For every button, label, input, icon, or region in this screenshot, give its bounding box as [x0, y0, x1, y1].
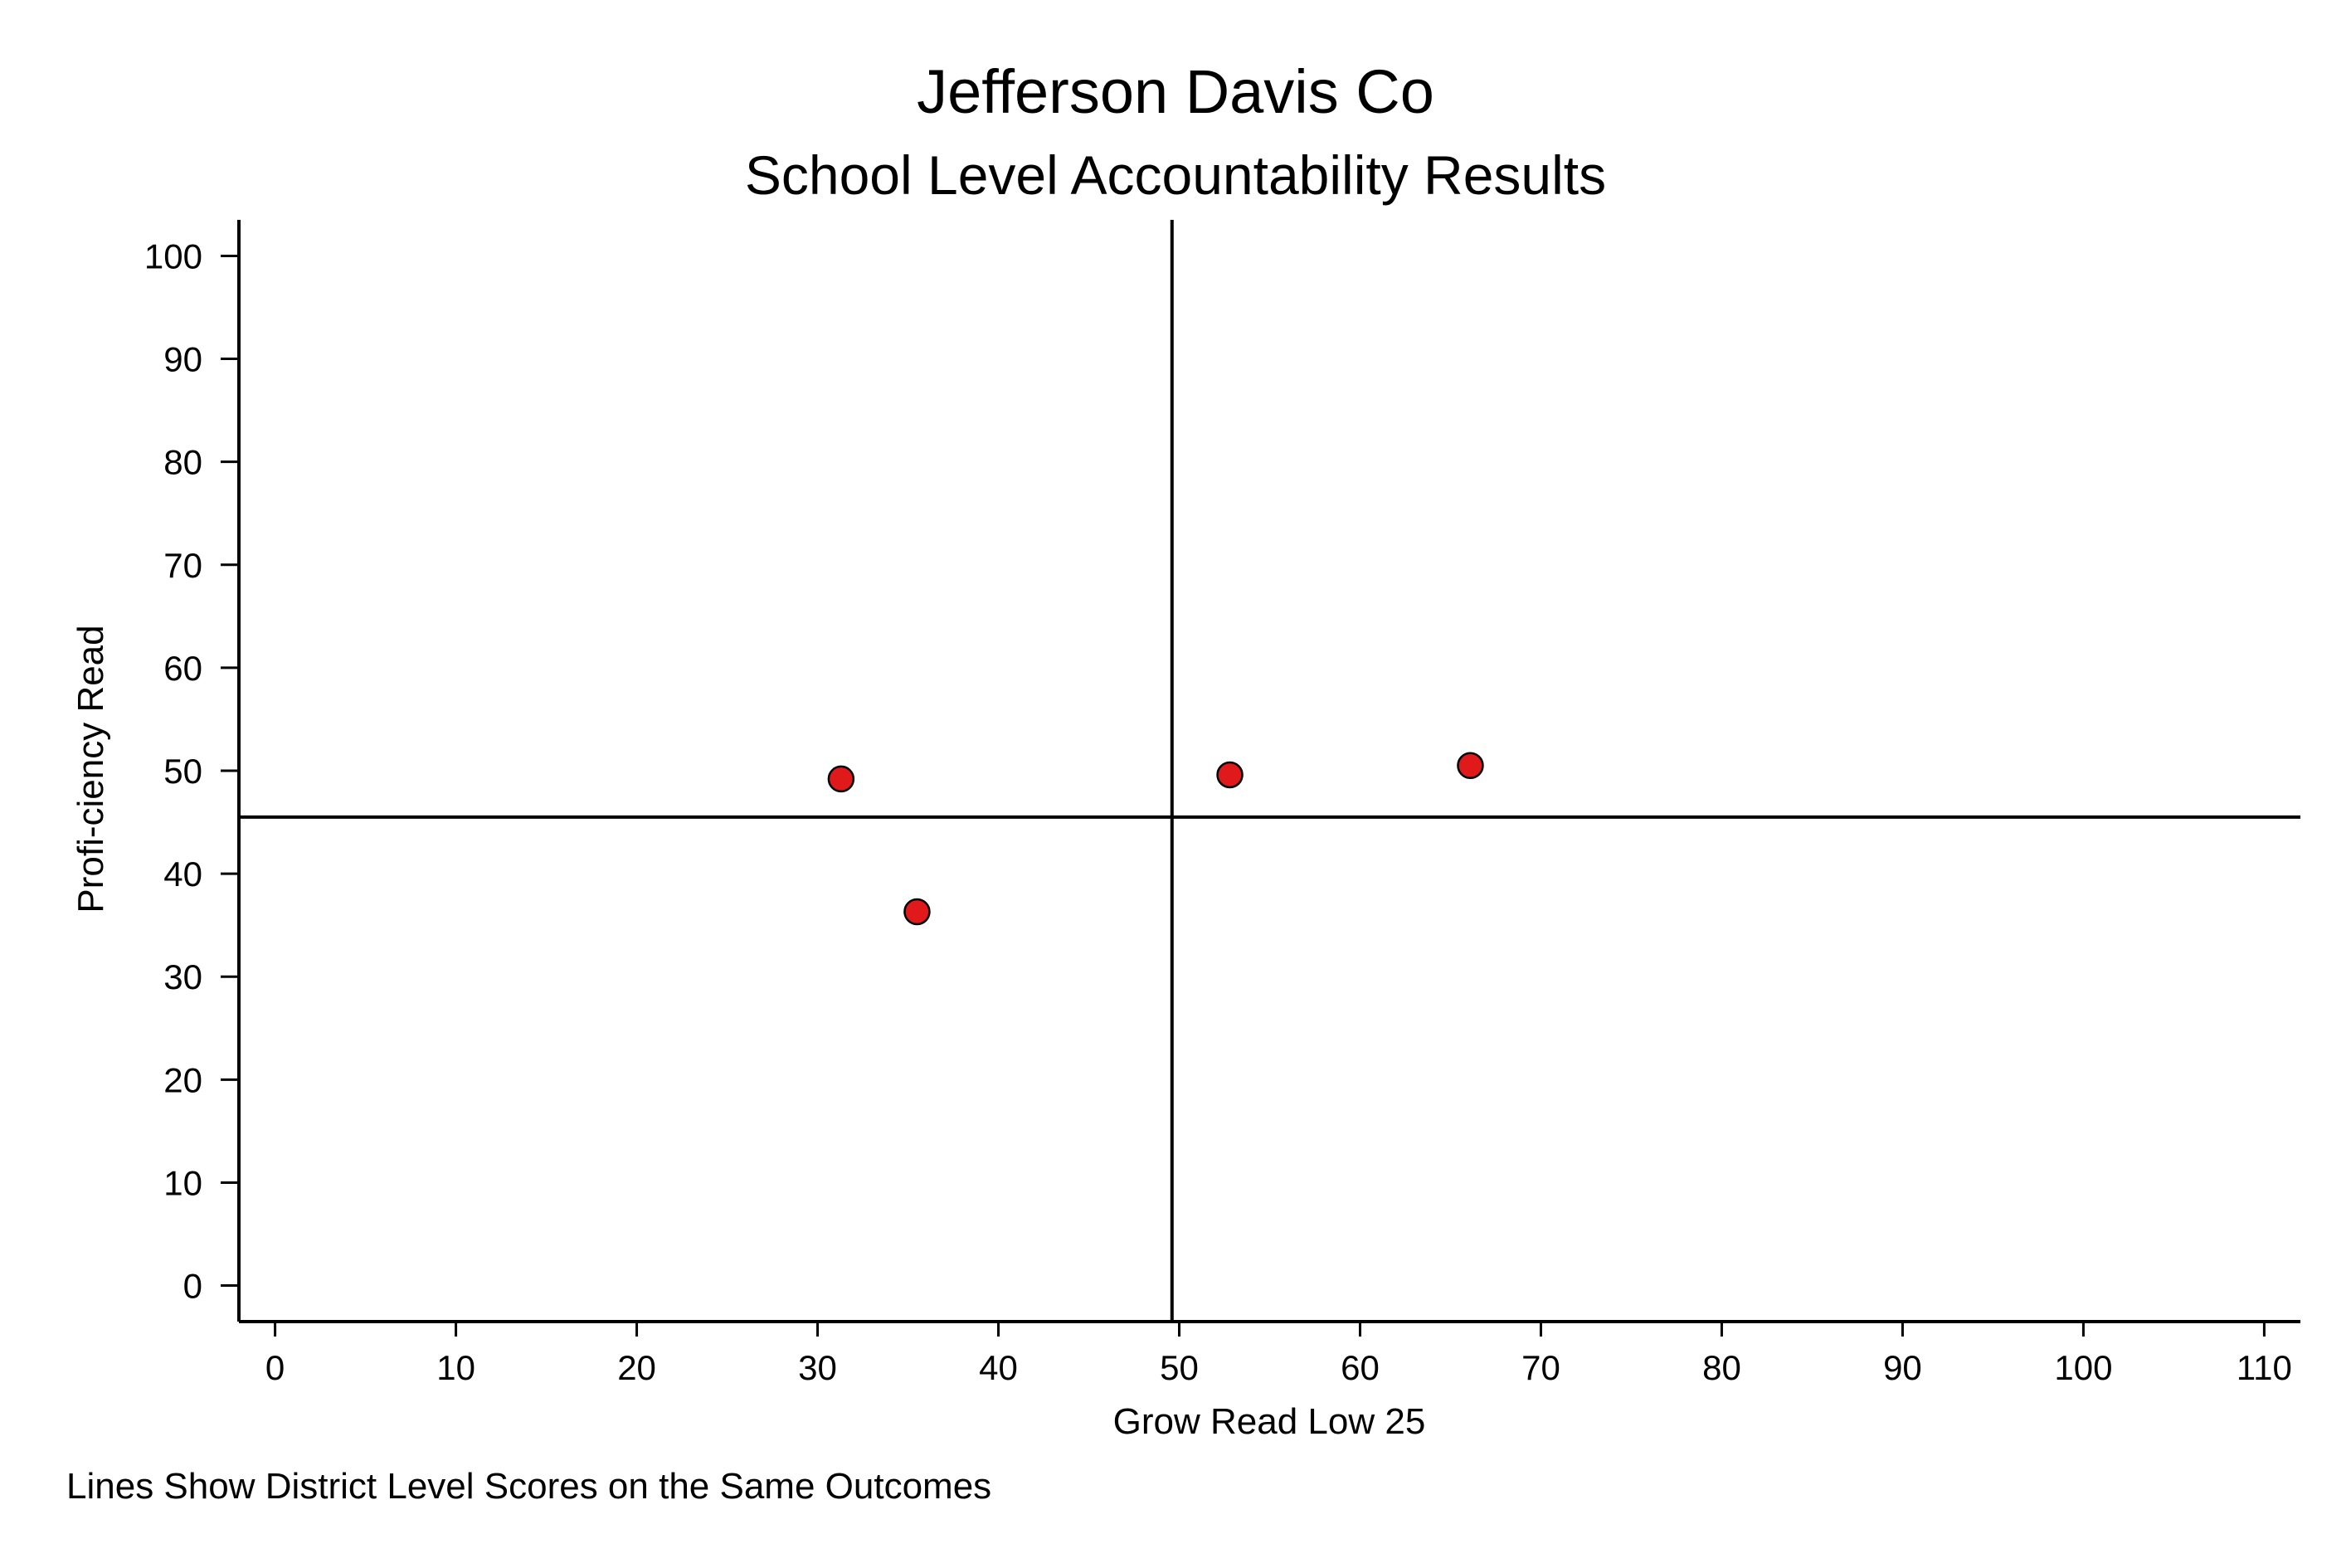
reference-lines — [239, 220, 2300, 1322]
y-tick-label: 0 — [183, 1267, 202, 1306]
data-point — [827, 765, 855, 793]
chart-title: Jefferson Davis Co — [917, 57, 1434, 126]
data-points — [827, 752, 1484, 926]
x-tick-label: 10 — [436, 1348, 475, 1387]
y-tick-label: 50 — [163, 752, 202, 791]
y-tick-label: 80 — [163, 443, 202, 482]
x-tick-label: 30 — [798, 1348, 837, 1387]
y-tick-label: 20 — [163, 1060, 202, 1099]
chart-subtitle: School Level Accountability Results — [745, 144, 1606, 206]
x-tick-label: 60 — [1341, 1348, 1380, 1387]
x-tick-label: 110 — [2237, 1348, 2292, 1387]
x-tick-label: 100 — [2054, 1348, 2112, 1387]
y-tick-label: 10 — [163, 1163, 202, 1202]
y-tick-label: 30 — [163, 957, 202, 996]
data-point — [1457, 752, 1484, 780]
y-tick-label: 100 — [144, 236, 202, 275]
x-tick-label: 80 — [1702, 1348, 1741, 1387]
x-tick-label: 70 — [1521, 1348, 1560, 1387]
x-tick-label: 20 — [617, 1348, 656, 1387]
x-tick-label: 50 — [1160, 1348, 1199, 1387]
x-tick-label: 90 — [1883, 1348, 1922, 1387]
x-tick-label: 40 — [979, 1348, 1018, 1387]
data-point — [903, 898, 931, 926]
y-axis-label: Profi-ciency Read — [71, 625, 111, 913]
chart-note: Lines Show District Level Scores on the … — [66, 1466, 991, 1507]
y-tick-label: 90 — [163, 340, 202, 379]
x-tick-label: 0 — [265, 1348, 285, 1387]
data-point — [1216, 761, 1244, 789]
x-axis-label: Grow Read Low 25 — [1113, 1401, 1426, 1442]
y-tick-label: 40 — [163, 855, 202, 894]
axes: 0 10 20 30 40 50 60 70 80 90 100 110 0 10 20 30 40 50 60 70… — [144, 220, 2300, 1387]
y-tick-label: 70 — [163, 546, 202, 585]
y-tick-label: 60 — [163, 649, 202, 688]
